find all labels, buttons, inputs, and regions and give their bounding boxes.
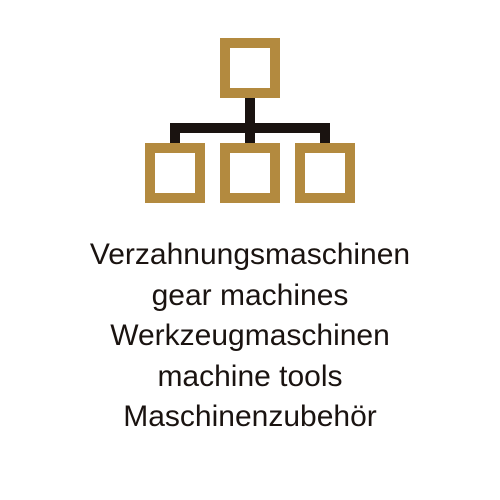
category-labels: Verzahnungsmaschinen gear machines Werkz… bbox=[90, 235, 410, 438]
label-line: machine tools bbox=[90, 357, 410, 398]
label-line: gear machines bbox=[90, 276, 410, 317]
label-line: Verzahnungsmaschinen bbox=[90, 235, 410, 276]
label-line: Maschinenzubehör bbox=[90, 397, 410, 438]
org-chart-icon bbox=[130, 30, 370, 210]
label-line: Werkzeugmaschinen bbox=[90, 316, 410, 357]
